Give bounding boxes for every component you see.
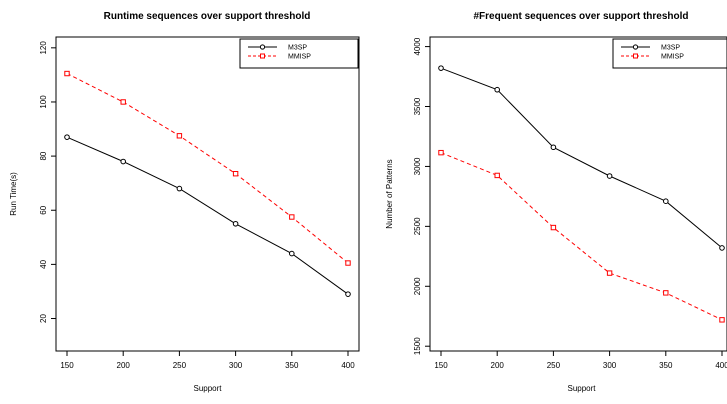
y-tick-label: 20	[39, 314, 48, 323]
x-tick-label: 400	[341, 361, 355, 370]
series-line-m3sp	[440, 67, 723, 249]
chart-1: Runtime sequences over support threshold…	[9, 11, 360, 393]
x-tick-label: 300	[603, 361, 617, 370]
legend-marker	[632, 44, 639, 50]
data-point-mmisp	[606, 270, 613, 276]
chart-title: #Frequent sequences over support thresho…	[473, 11, 688, 22]
plot-area	[438, 65, 725, 323]
data-point-mmisp	[438, 149, 444, 156]
x-tick-label: 250	[173, 361, 187, 370]
y-axis-label: Number of Patterns	[385, 159, 394, 228]
data-point-mmisp	[232, 170, 239, 177]
legend-box	[612, 38, 727, 69]
y-tick-label: 80	[39, 151, 48, 160]
y-tick-label: 100	[39, 95, 48, 109]
data-point-mmisp	[345, 260, 351, 266]
legend-marker	[260, 53, 265, 59]
chart-2: #Frequent sequences over support thresho…	[385, 11, 727, 393]
legend-label: MMISP	[661, 54, 684, 61]
y-axis-label: Run Time(s)	[9, 172, 18, 216]
y-tick-label: 4000	[413, 37, 422, 55]
data-point-mmisp	[64, 70, 70, 77]
data-point-m3sp	[64, 134, 70, 140]
y-tick-label: 60	[39, 205, 48, 214]
y-tick-label: 2000	[413, 277, 422, 295]
x-tick-label: 150	[60, 361, 74, 370]
legend: M3SP MMISP	[612, 38, 727, 69]
legend-marker	[259, 44, 266, 50]
x-tick-label: 250	[547, 361, 561, 370]
y-tick-label: 40	[39, 259, 48, 268]
data-point-m3sp	[289, 250, 295, 257]
data-point-m3sp	[719, 245, 725, 251]
series-line-m3sp	[66, 136, 349, 295]
legend-box	[239, 38, 359, 69]
y-tick-label: 1500	[413, 337, 422, 355]
data-point-mmisp	[289, 214, 295, 220]
data-point-mmisp	[120, 99, 126, 105]
series-line-mmisp	[66, 73, 349, 264]
data-point-m3sp	[438, 65, 444, 71]
data-point-m3sp	[345, 291, 351, 297]
data-point-m3sp	[232, 220, 239, 227]
chart-title: Runtime sequences over support threshold	[104, 11, 311, 22]
legend-label: M3SP	[661, 45, 680, 52]
x-axis-label: Support	[193, 384, 222, 393]
series-line-mmisp	[440, 152, 723, 321]
x-tick-label: 400	[715, 361, 727, 370]
data-point-m3sp	[550, 144, 557, 151]
data-point-mmisp	[176, 133, 183, 139]
x-tick-label: 350	[659, 361, 673, 370]
plot-area	[64, 70, 351, 297]
data-point-mmisp	[663, 290, 669, 296]
x-tick-label: 150	[434, 361, 448, 370]
legend-marker	[633, 53, 638, 59]
legend-label: MMISP	[288, 54, 311, 61]
data-point-mmisp	[494, 172, 500, 179]
data-point-m3sp	[606, 173, 613, 179]
x-axis-label: Support	[567, 384, 596, 393]
x-tick-label: 350	[285, 361, 299, 370]
y-tick-label: 3500	[413, 97, 422, 115]
x-tick-label: 200	[117, 361, 131, 370]
data-point-mmisp	[719, 317, 725, 323]
data-point-m3sp	[120, 158, 126, 165]
legend: M3SP MMISP	[239, 38, 359, 69]
data-point-mmisp	[550, 224, 557, 231]
data-point-m3sp	[176, 185, 183, 192]
plot-frame	[55, 36, 360, 352]
legend-label: M3SP	[288, 45, 307, 52]
x-tick-label: 200	[491, 361, 505, 370]
y-tick-label: 3000	[413, 157, 422, 175]
x-tick-label: 300	[229, 361, 243, 370]
data-point-m3sp	[663, 198, 669, 204]
plot-frame	[429, 36, 727, 352]
data-point-m3sp	[494, 86, 501, 93]
y-tick-label: 2500	[413, 217, 422, 235]
y-tick-label: 120	[39, 41, 48, 55]
